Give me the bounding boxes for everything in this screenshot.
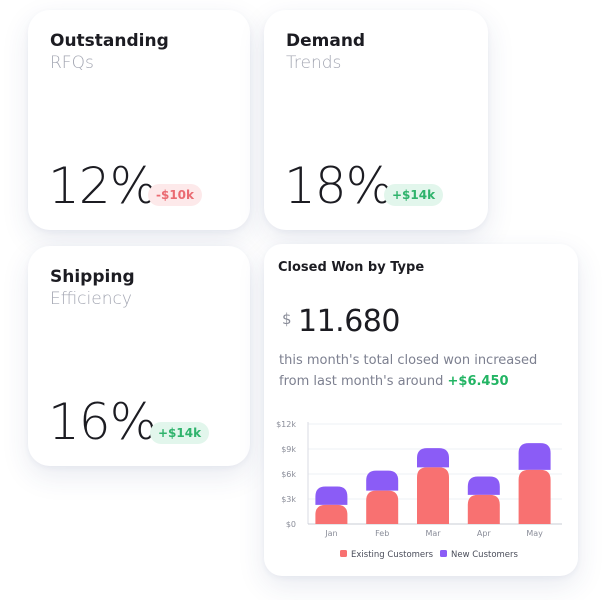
kpi-title-main: Demand xyxy=(286,31,366,51)
kpi-title-sub: Efficiency xyxy=(50,289,132,309)
closed-won-card: Closed Won by Type $ 11.680 this month's… xyxy=(264,244,578,576)
kpi-value: 12% xyxy=(48,157,157,215)
y-tick-label: $3k xyxy=(281,495,296,504)
legend-swatch xyxy=(440,550,447,557)
y-tick-label: $9k xyxy=(281,445,296,454)
kpi-title-main: Outstanding xyxy=(50,31,169,51)
change-badge: -$10k xyxy=(148,184,203,206)
bar-existing-customers xyxy=(366,490,399,524)
bar-existing-customers xyxy=(518,469,551,524)
x-tick-label: Jan xyxy=(324,529,337,538)
kpi-card-shipping-efficiency: Shipping Efficiency 16% +$14k xyxy=(28,246,250,466)
x-tick-label: Feb xyxy=(375,529,389,538)
bar-new-customers xyxy=(417,448,449,468)
y-tick-label: $12k xyxy=(276,420,296,429)
description-text: this month's total closed won increased … xyxy=(279,353,538,389)
x-tick-label: Mar xyxy=(425,529,441,538)
legend-label: New Customers xyxy=(451,550,519,560)
kpi-value: 16% xyxy=(48,393,157,451)
bar-existing-customers xyxy=(417,467,449,524)
bar-new-customers xyxy=(518,443,551,470)
kpi-title-sub: Trends xyxy=(286,53,342,73)
x-tick-label: May xyxy=(526,529,543,538)
increase-value: +$6.450 xyxy=(447,374,509,389)
bar-existing-customers xyxy=(467,494,500,524)
change-badge: +$14k xyxy=(150,422,210,444)
bar-new-customers xyxy=(467,476,500,495)
legend-label: Existing Customers xyxy=(351,550,434,560)
closed-won-amount: 11.680 xyxy=(298,304,400,339)
bar-new-customers xyxy=(315,486,348,505)
kpi-title: Shipping Efficiency xyxy=(50,266,135,310)
y-tick-label: $6k xyxy=(281,470,296,479)
kpi-title-main: Shipping xyxy=(50,267,135,287)
kpi-title-sub: RFQs xyxy=(50,53,94,73)
currency-symbol: $ xyxy=(282,310,292,328)
y-tick-label: $0 xyxy=(286,520,296,529)
kpi-title: Outstanding RFQs xyxy=(50,30,169,74)
x-tick-label: Apr xyxy=(477,529,492,538)
kpi-card-outstanding-rfqs: Outstanding RFQs 12% -$10k xyxy=(28,10,250,230)
change-badge: +$14k xyxy=(384,184,444,206)
legend-swatch xyxy=(340,550,347,557)
closed-won-chart: $0 $3k $6k $9k $12k Jan Feb Mar Apr May Existing C… xyxy=(276,420,562,560)
closed-won-description: this month's total closed won increased … xyxy=(279,350,569,392)
bar-existing-customers xyxy=(315,504,348,524)
kpi-card-demand-trends: Demand Trends 18% +$14k xyxy=(264,10,488,230)
kpi-title: Demand Trends xyxy=(286,30,365,74)
bar-new-customers xyxy=(366,470,399,491)
kpi-value: 18% xyxy=(284,157,393,215)
closed-won-title: Closed Won by Type xyxy=(278,260,425,275)
